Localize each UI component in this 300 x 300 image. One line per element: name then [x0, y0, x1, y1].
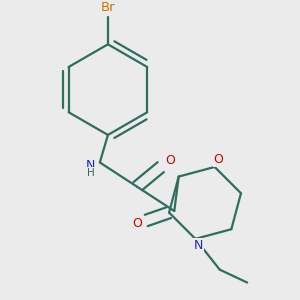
Text: O: O [166, 154, 175, 167]
Text: O: O [132, 217, 142, 230]
Text: N: N [86, 158, 95, 172]
Text: Br: Br [100, 1, 115, 14]
Text: O: O [214, 153, 224, 166]
Text: H: H [87, 168, 94, 178]
Text: N: N [193, 239, 203, 253]
